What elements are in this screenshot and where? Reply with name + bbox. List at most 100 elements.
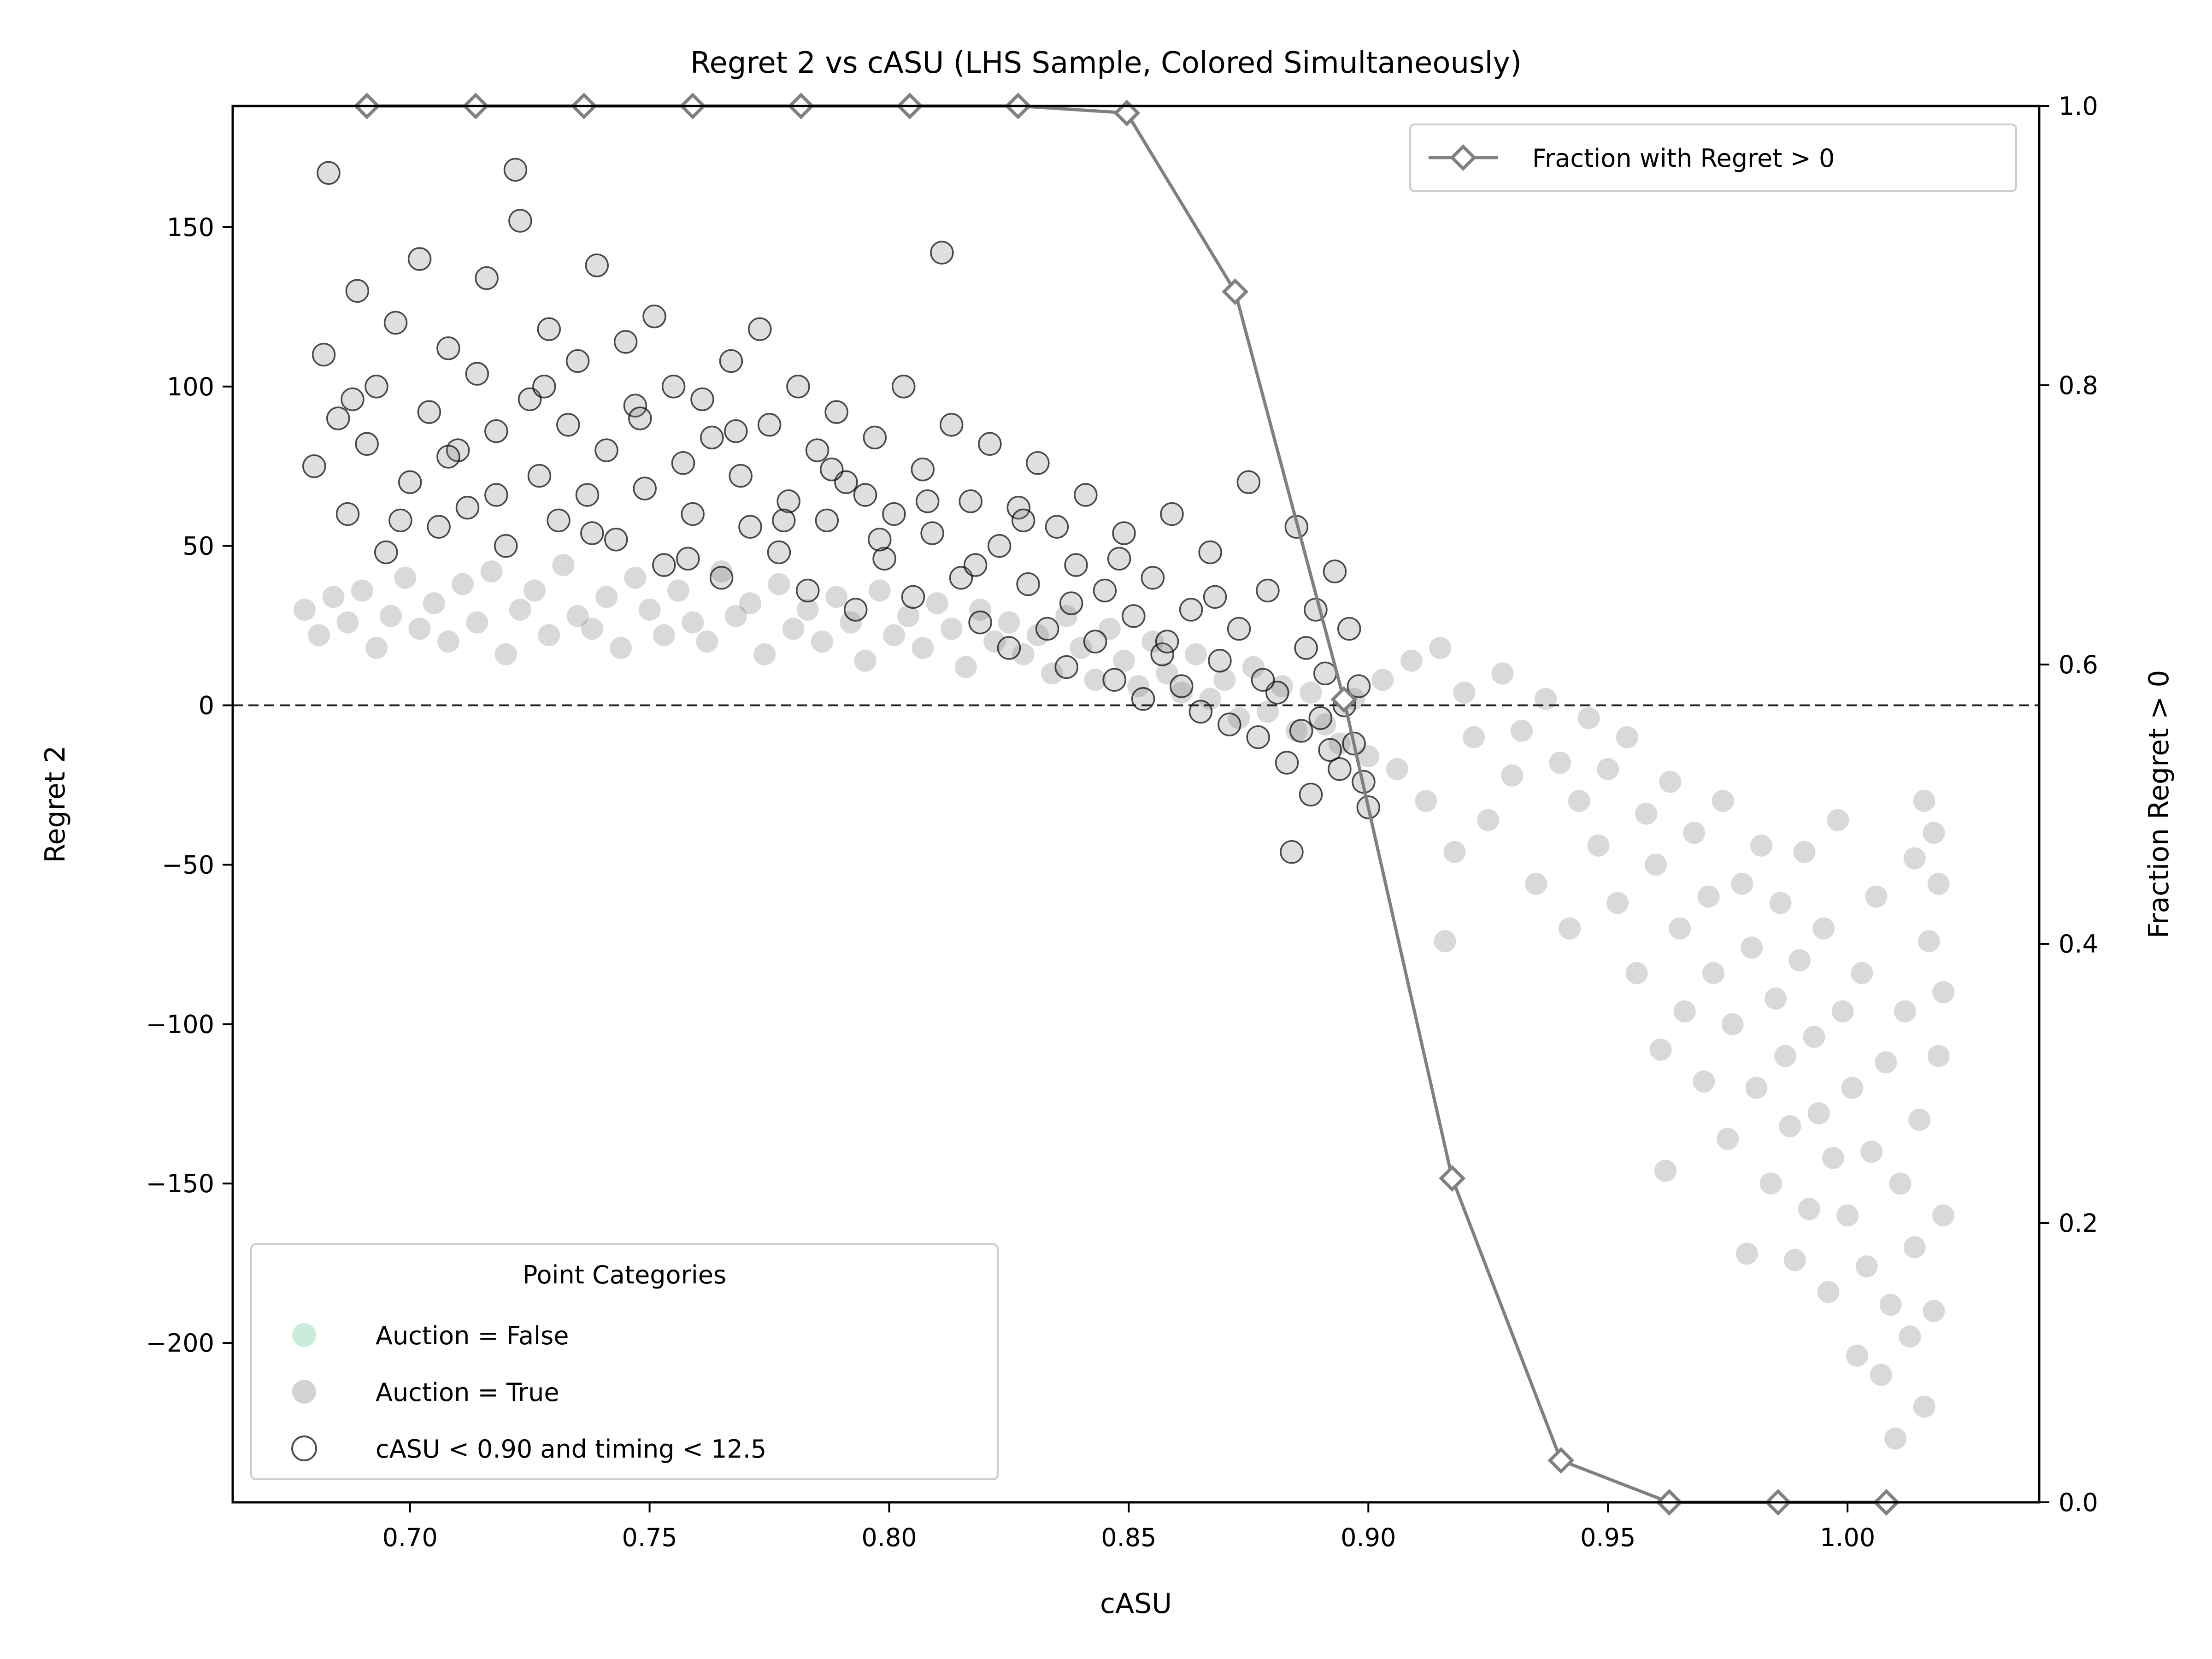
scatter-point-auction-true <box>1429 637 1452 659</box>
scatter-point-highlight <box>585 253 609 277</box>
legend-label-highlight: cASU < 0.90 and timing < 12.5 <box>376 1435 766 1464</box>
x-tick-label: 0.80 <box>861 1523 917 1552</box>
legend-label-auction-true: Auction = True <box>376 1378 559 1407</box>
scatter-point-highlight <box>997 636 1021 660</box>
scatter-point-highlight <box>565 349 590 373</box>
scatter-point-auction-true <box>1903 1236 1926 1259</box>
scatter-point-auction-true <box>897 605 920 627</box>
scatter-point-auction-true <box>1908 1108 1931 1131</box>
scatter-point-auction-true <box>394 566 417 589</box>
scatter-point-highlight <box>911 457 935 482</box>
scatter-point-auction-true <box>1654 1159 1677 1182</box>
scatter-point-auction-true <box>1606 892 1629 914</box>
scatter-point-auction-true <box>1683 822 1706 844</box>
scatter-point-highlight <box>1083 629 1107 653</box>
scatter-point-auction-true <box>494 643 517 665</box>
scatter-point-highlight <box>1093 578 1117 603</box>
scatter-point-highlight <box>1112 521 1136 545</box>
scatter-point-auction-true <box>1765 987 1787 1010</box>
scatter-point-highlight <box>1107 547 1131 571</box>
scatter-point-highlight <box>1236 470 1261 494</box>
scatter-point-highlight <box>594 438 618 462</box>
scatter-point-auction-true <box>1453 681 1476 704</box>
scatter-point-auction-true <box>1822 1147 1844 1169</box>
y2-axis-label: Fraction Regret > 0 <box>2143 670 2175 939</box>
scatter-point-highlight <box>863 425 887 450</box>
scatter-point-auction-true <box>408 618 431 640</box>
scatter-point-auction-true <box>437 630 459 653</box>
scatter-point-highlight <box>1203 585 1227 609</box>
scatter-point-auction-true <box>1559 917 1581 940</box>
x-axis-label: cASU <box>1100 1588 1172 1620</box>
scatter-point-highlight <box>872 547 896 571</box>
scatter-point-highlight <box>1160 502 1184 526</box>
scatter-point-highlight <box>891 375 916 399</box>
axes-frame <box>231 105 2041 1504</box>
scatter-point-auction-true <box>1913 1395 1936 1418</box>
scatter-point-auction-true <box>1443 841 1466 863</box>
scatter-point-auction-true <box>782 618 805 640</box>
scatter-point-highlight <box>1131 687 1155 711</box>
y2-tick-label: 0.0 <box>2059 1488 2098 1517</box>
scatter-point-highlight <box>374 540 398 565</box>
diamond-marker-icon <box>1450 144 1477 171</box>
scatter-point-highlight <box>795 578 820 603</box>
y-tick-label: −200 <box>146 1329 214 1358</box>
scatter-point-auction-true <box>1693 1070 1715 1093</box>
scatter-point-auction-true <box>423 592 445 615</box>
scatter-point-auction-true <box>1568 790 1590 812</box>
scatter-point-auction-true <box>624 566 647 589</box>
scatter-point-highlight <box>642 304 666 329</box>
scatter-point-auction-true <box>1927 1045 1950 1067</box>
scatter-point-auction-true <box>1735 1242 1758 1265</box>
scatter-point-auction-true <box>1788 949 1811 971</box>
scatter-point-highlight <box>388 508 412 533</box>
fraction-marker <box>1222 278 1249 305</box>
scatter-point-highlight <box>1256 578 1280 603</box>
scatter-point-highlight <box>580 521 604 545</box>
scatter-point-highlight <box>1337 617 1361 641</box>
scatter-point-highlight <box>724 419 748 443</box>
scatter-point-highlight <box>901 585 925 609</box>
y-tick-label: −100 <box>146 1010 214 1039</box>
scatter-point-highlight <box>527 464 552 488</box>
line-legend-label: Fraction with Regret > 0 <box>1532 144 1835 173</box>
scatter-point-auction-true <box>1759 1172 1782 1195</box>
scatter-point-auction-true <box>1817 1281 1840 1303</box>
scatter-point-highlight <box>1323 559 1347 583</box>
scatter-point-auction-true <box>1673 1000 1696 1023</box>
scatter-point-highlight <box>1006 495 1031 520</box>
scatter-point-highlight <box>345 279 370 303</box>
scatter-point-auction-true <box>1793 841 1816 863</box>
y2-tick-label: 0.4 <box>2059 930 2098 959</box>
scatter-point-highlight <box>1026 451 1050 475</box>
fraction-marker <box>1439 1165 1466 1192</box>
scatter-point-auction-true <box>480 560 503 582</box>
scatter-point-auction-true <box>1084 669 1106 691</box>
scatter-point-auction-true <box>566 605 589 627</box>
scatter-point-auction-true <box>682 611 704 634</box>
scatter-point-auction-true <box>983 630 1006 653</box>
scatter-point-highlight <box>915 489 940 513</box>
scatter-point-auction-true <box>1659 771 1682 793</box>
scatter-point-highlight <box>882 502 906 526</box>
scatter-point-auction-true <box>308 624 330 647</box>
scatter-point-highlight <box>1045 515 1069 539</box>
scatter-point-highlight <box>1141 566 1165 590</box>
scatter-point-auction-true <box>1213 669 1236 691</box>
scatter-point-highlight <box>1064 553 1088 577</box>
scatter-point-auction-true <box>710 560 733 582</box>
scatter-point-highlight <box>475 266 499 290</box>
scatter-point-auction-true <box>1697 885 1720 908</box>
scatter-point-highlight <box>1198 540 1222 565</box>
scatter-point-auction-true <box>1913 790 1936 812</box>
scatter-point-auction-true <box>724 605 747 627</box>
scatter-point-highlight <box>341 387 365 412</box>
scatter-point-auction-true <box>912 637 934 659</box>
scatter-point-auction-true <box>1041 662 1064 685</box>
scatter-point-highlight <box>365 375 388 399</box>
y-axis-ticks: −200 −150 −100 −50 0 50 100 150 <box>146 213 233 1358</box>
scatter-point-auction-true <box>1400 649 1423 672</box>
scatter-point-highlight <box>398 470 422 494</box>
scatter-point-highlight <box>633 477 657 500</box>
